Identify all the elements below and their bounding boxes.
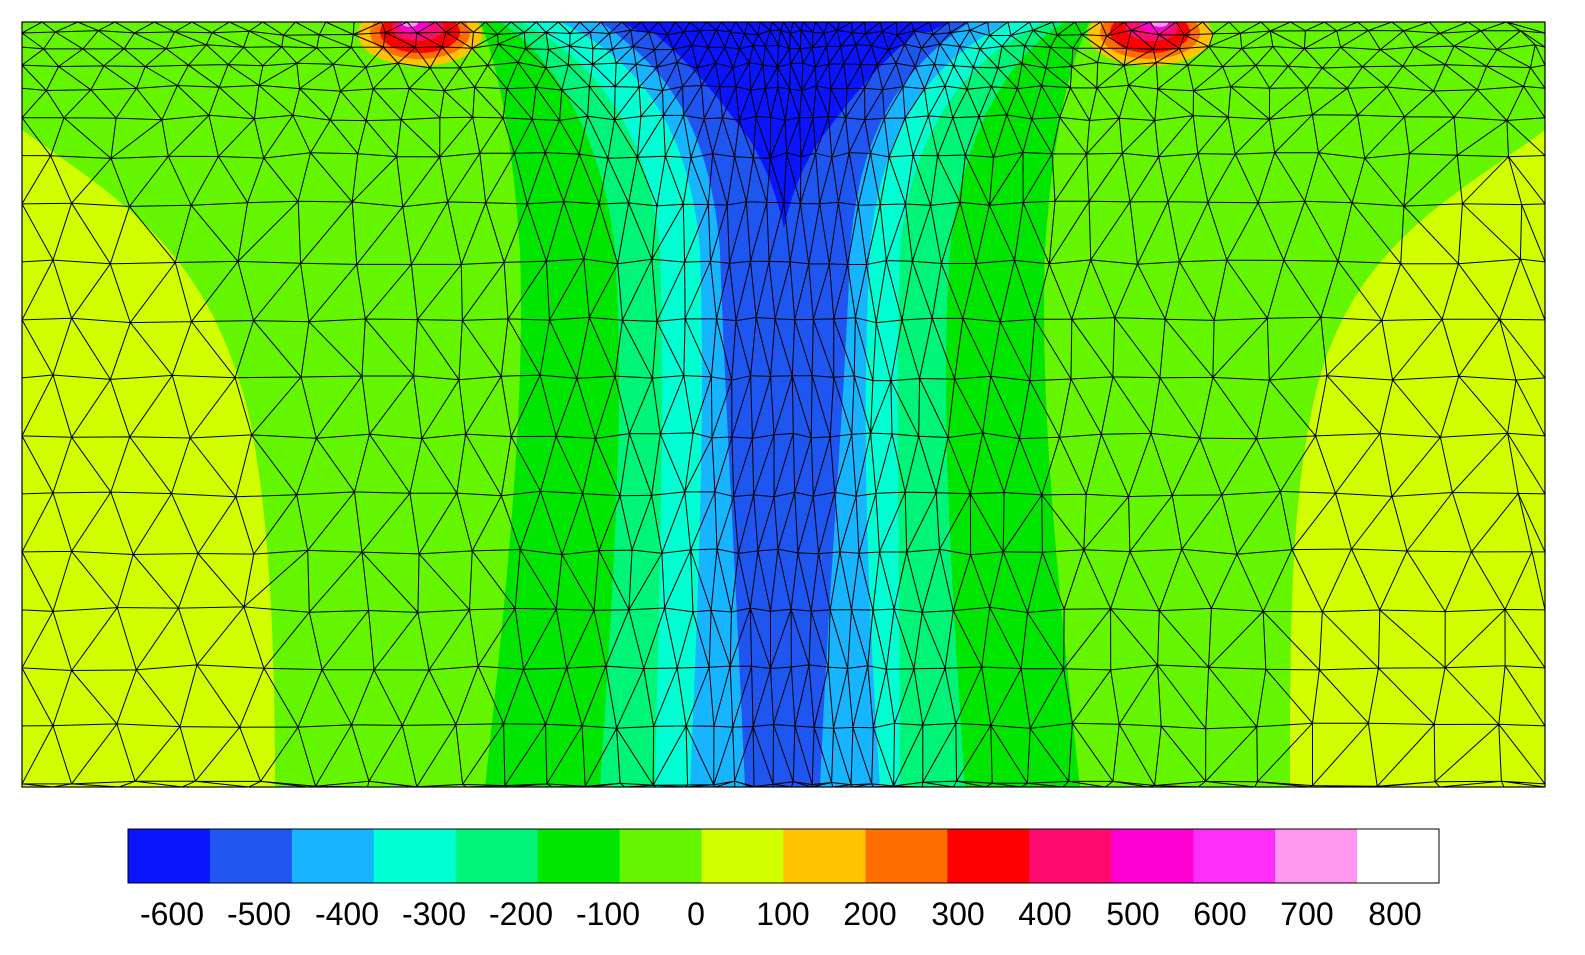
- domain-border: [21, 21, 1546, 788]
- mesh-edges: [22, 22, 1545, 787]
- colorbar-swatch: [701, 829, 784, 883]
- colorbar-tick: 200: [843, 896, 896, 932]
- colorbar-tick: -400: [315, 896, 379, 932]
- colorbar-tick: -500: [227, 896, 291, 932]
- colorbar-swatch: [865, 829, 948, 883]
- colorbar-swatch: [128, 829, 211, 883]
- colorbar-tick: 600: [1193, 896, 1246, 932]
- colorbar-tick: 500: [1106, 896, 1159, 932]
- colorbar-swatch: [619, 829, 703, 883]
- colorbar-tick: 300: [931, 896, 984, 932]
- colorbar-frame: [127, 828, 1440, 884]
- colorbar-swatch: [947, 829, 1030, 883]
- colorbar: [127, 828, 1440, 884]
- colorbar-swatch: [1275, 829, 1358, 883]
- colorbar-swatch: [1111, 829, 1194, 883]
- colorbar-tick-labels: -600 -500 -400 -300 -200 -100 0 100 200 …: [140, 896, 1422, 932]
- colorbar-swatch: [1357, 829, 1440, 883]
- colorbar-swatch: [537, 829, 621, 883]
- colorbar-swatch: [1193, 829, 1276, 883]
- colorbar-swatch: [783, 829, 866, 883]
- band-min-top-strip: [620, 22, 950, 32]
- colorbar-tick: -200: [489, 896, 553, 932]
- colorbar-tick: -300: [402, 896, 466, 932]
- band-neg600-neg500: [600, 22, 970, 787]
- colorbar-tick: 0: [687, 896, 705, 932]
- colorbar-tick: -600: [140, 896, 204, 932]
- colorbar-tick: -100: [576, 896, 640, 932]
- left-top-hotspot: [358, 22, 482, 66]
- triangular-mesh: [22, 22, 1545, 787]
- colorbar-tick: 400: [1018, 896, 1071, 932]
- colorbar-swatch: [455, 829, 539, 883]
- colorbar-tick: 800: [1368, 896, 1421, 932]
- colorbar-swatch: [291, 829, 375, 883]
- colorbar-tick: 700: [1280, 896, 1333, 932]
- colorbar-tick: 100: [756, 896, 809, 932]
- colorbar-swatch: [1029, 829, 1112, 883]
- colorbar-swatch: [373, 829, 457, 883]
- right-top-hotspot: [1088, 22, 1212, 66]
- colorbar-swatch: [209, 829, 293, 883]
